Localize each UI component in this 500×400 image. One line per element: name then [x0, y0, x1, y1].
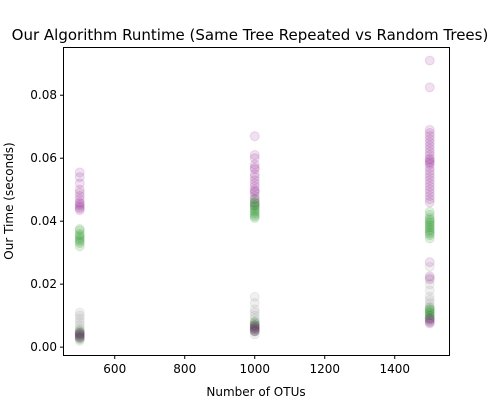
x-axis: 600 800 1000 1200 1400	[103, 355, 410, 376]
data-point	[425, 207, 434, 216]
data-point	[250, 132, 259, 141]
data-point	[425, 272, 434, 281]
data-point	[250, 212, 259, 221]
data-point	[425, 83, 434, 92]
y-axis-label: Our Time (seconds)	[2, 142, 16, 259]
data-point	[425, 155, 434, 164]
data-point	[250, 195, 259, 204]
data-point	[250, 151, 259, 160]
data-point	[250, 321, 259, 330]
y-tick-label: 0.00	[30, 340, 57, 354]
data-point	[425, 125, 434, 134]
x-tick-label: 1200	[309, 362, 340, 376]
x-tick-label: 1000	[239, 362, 270, 376]
data-point	[250, 292, 259, 301]
data-point	[425, 303, 434, 312]
y-tick-label: 0.02	[30, 277, 57, 291]
data-point	[425, 258, 434, 267]
y-tick-label: 0.04	[30, 214, 57, 228]
data-point	[250, 163, 259, 172]
x-tick-label: 800	[173, 362, 196, 376]
data-point	[425, 234, 434, 243]
y-tick-label: 0.08	[30, 88, 57, 102]
x-tick-label: 1400	[379, 362, 410, 376]
y-tick-label: 0.06	[30, 151, 57, 165]
data-point	[75, 168, 84, 177]
data-point	[425, 314, 434, 323]
data-point	[425, 56, 434, 65]
data-point	[75, 308, 84, 317]
x-axis-label: Number of OTUs	[206, 385, 305, 399]
y-axis: 0.00 0.02 0.04 0.06 0.08	[30, 88, 64, 354]
x-tick-label: 600	[103, 362, 126, 376]
data-point	[75, 328, 84, 337]
chart-title: Our Algorithm Runtime (Same Tree Repeate…	[12, 26, 489, 44]
data-point	[75, 225, 84, 234]
plot-area	[75, 56, 434, 345]
